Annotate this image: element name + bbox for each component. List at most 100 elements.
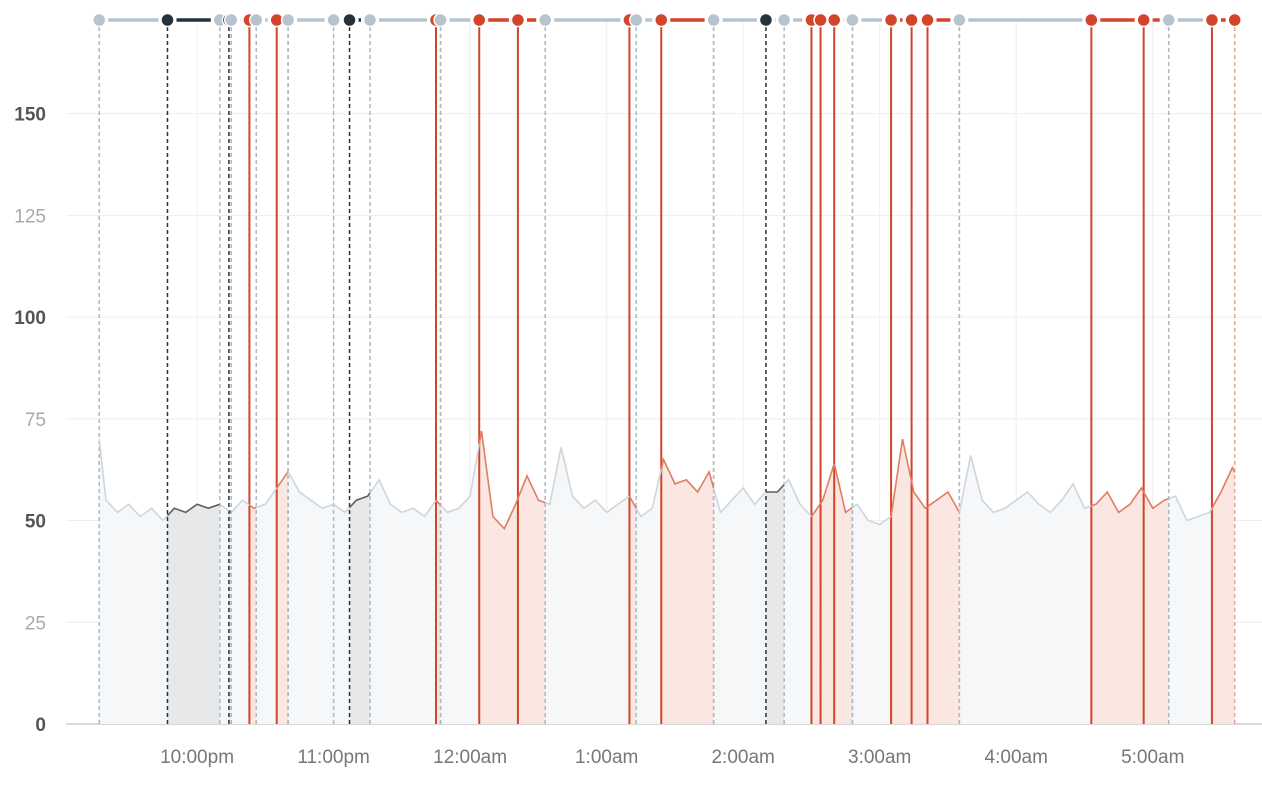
heart-rate-line-red: [890, 438, 913, 517]
x-axis: 10:00pm 11:00pm 12:00am 1:00am 2:00am 3:00am 4…: [160, 747, 1184, 768]
segment-fill-gray: [256, 488, 277, 724]
segment-fill-gray: [440, 444, 480, 724]
y-axis: 0 25 50 75 100 125 150: [14, 105, 46, 736]
heart-rate-line-gray: [783, 478, 813, 518]
heart-rate-line-red: [517, 473, 546, 504]
heart-rate-line-dark: [228, 510, 232, 514]
heart-rate-line-gray: [712, 486, 767, 514]
segment-fills: [99, 431, 1235, 724]
segment-marker-dot: [1204, 12, 1220, 28]
segment-fill-gray: [333, 504, 350, 724]
segment-fill-red: [1091, 488, 1144, 724]
segment-fill-red: [629, 496, 637, 724]
y-tick-label: 75: [25, 410, 46, 431]
segment-marker-dot: [920, 12, 935, 28]
segment-marker-dot: [845, 12, 860, 28]
y-tick-label: 150: [14, 105, 46, 126]
x-tick-label: 3:00am: [848, 747, 911, 768]
heart-rate-line-red: [810, 502, 822, 517]
heart-rate-line-dark: [166, 503, 221, 517]
segment-marker-dot: [248, 12, 264, 28]
segment-marker-dot: [433, 12, 448, 28]
segment-marker-dot: [223, 12, 239, 28]
segment-marker-dot: [1227, 12, 1242, 28]
segment-marker-dot: [883, 12, 899, 28]
segment-fill-red: [927, 492, 960, 724]
heart-rate-line-red: [628, 495, 637, 509]
segment-fill-gray: [1168, 496, 1212, 724]
segment-fill-red: [834, 463, 853, 724]
segment-fill-red: [517, 475, 546, 724]
segment-fill-gray: [288, 471, 334, 724]
heart-rate-line-gray: [333, 503, 351, 514]
segment-fill-gray: [545, 447, 630, 724]
segment-marker-dot: [1084, 12, 1099, 28]
y-tick-label: 125: [14, 206, 46, 227]
heart-rate-line-dark: [348, 492, 371, 509]
x-tick-label: 4:00am: [985, 747, 1048, 768]
heart-rate-line-gray: [219, 503, 230, 512]
heart-rate-line-gray: [1168, 495, 1213, 522]
segment-marker-dot: [654, 12, 669, 28]
segment-fill-red: [1211, 467, 1235, 724]
segment-fill-gray: [713, 488, 766, 724]
heart-rate-line-red: [478, 430, 519, 531]
segment-marker-dot: [706, 12, 721, 28]
heart-rate-line-gray: [287, 471, 334, 510]
segment-fill-red: [661, 459, 714, 724]
segment-fill-gray: [370, 479, 436, 724]
segment-marker-dot: [160, 12, 175, 28]
heart-rate-line-red: [819, 463, 835, 504]
segment-marker-dot: [628, 12, 644, 28]
heart-rate-line-gray: [255, 487, 278, 509]
heart-rate-line-gray: [98, 439, 169, 522]
segment-markers: [91, 12, 1242, 28]
segment-marker-dot: [326, 12, 341, 28]
segment-fill-red: [911, 481, 928, 724]
segment-marker-dot: [510, 12, 526, 28]
segment-marker-dot: [537, 12, 553, 28]
segment-fill-red: [891, 439, 912, 724]
heart-rate-line-red: [833, 463, 853, 514]
segment-fill-gray: [219, 504, 229, 724]
segment-fill-dark: [765, 484, 785, 724]
segment-marker-dot: [813, 12, 828, 28]
heart-rate-line-gray: [230, 499, 250, 513]
segment-marker-dot: [1161, 12, 1176, 28]
y-tick-label: 50: [25, 512, 46, 533]
y-tick-label: 0: [35, 715, 46, 736]
heart-rate-line-red: [248, 504, 257, 510]
segment-fill-dark: [349, 492, 371, 724]
heart-rate-line-red: [1091, 486, 1145, 514]
x-tick-label: 10:00pm: [160, 747, 234, 768]
heart-rate-line-gray: [544, 447, 630, 514]
segment-marker-dot: [758, 12, 774, 28]
segment-fill-red: [820, 463, 835, 724]
heart-rate-line-gray: [439, 443, 480, 514]
segment-marker-dot: [280, 12, 296, 28]
heart-rate-line-gray: [851, 503, 892, 526]
segment-marker-dot: [471, 12, 487, 28]
segment-marker-dot: [952, 12, 967, 28]
segment-fill-gray: [99, 439, 168, 724]
heart-rate-line-gray: [635, 469, 663, 518]
segment-fill-red: [479, 431, 518, 724]
heart-rate-line: [98, 430, 1236, 531]
segment-fill-red: [811, 503, 821, 724]
x-tick-label: 1:00am: [575, 747, 638, 768]
heart-rate-line-dark: [765, 484, 785, 493]
heart-rate-line-red: [927, 490, 961, 513]
segment-fill-red: [435, 500, 441, 724]
segment-fill-red: [276, 471, 289, 724]
segment-marker-dot: [362, 12, 378, 28]
segment-fill-dark: [167, 504, 220, 724]
x-tick-label: 2:00am: [711, 747, 774, 768]
heart-rate-line-red: [276, 471, 289, 489]
segment-marker-dot: [904, 12, 919, 28]
heart-rate-line-red: [1143, 491, 1169, 510]
heart-rate-line-red: [1211, 465, 1236, 509]
heart-rate-line-red: [910, 481, 928, 510]
heart-rate-line-gray: [369, 478, 437, 518]
segment-fill-gray: [784, 479, 812, 724]
